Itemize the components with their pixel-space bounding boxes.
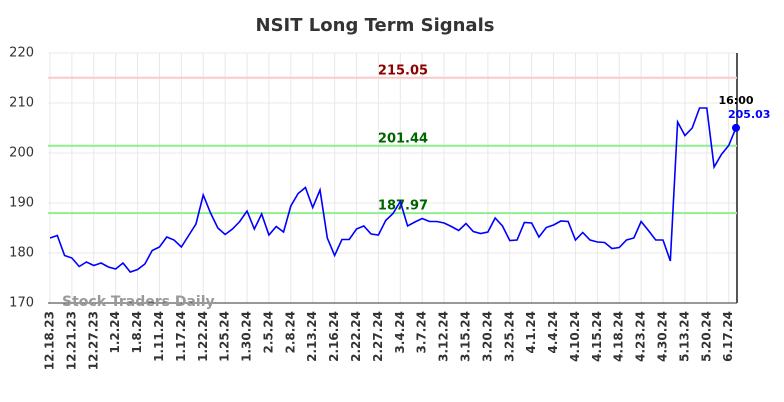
x-tick-label: 5.13.24	[677, 311, 691, 362]
x-tick-label: 4.23.24	[634, 311, 648, 362]
last-time: 16:00	[718, 94, 753, 107]
x-tick-label: 1.2.24	[108, 311, 122, 354]
x-tick-label: 2.5.24	[261, 311, 275, 354]
x-tick-label: 6.17.24	[721, 311, 735, 362]
y-tick-label: 170	[9, 296, 34, 311]
signal-label: 215.05	[378, 63, 428, 78]
x-tick-label: 2.16.24	[327, 311, 341, 362]
last-value: 205.03	[728, 108, 770, 121]
x-tick-label: 1.25.24	[218, 311, 232, 362]
x-tick-label: 1.8.24	[130, 311, 144, 354]
y-tick-label: 220	[9, 46, 34, 61]
x-tick-label: 2.13.24	[305, 311, 319, 362]
x-tick-label: 3.12.24	[437, 311, 451, 362]
x-tick-label: 1.11.24	[152, 311, 166, 362]
x-tick-label: 4.18.24	[612, 311, 626, 362]
last-point	[732, 123, 740, 132]
watermark: Stock Traders Daily	[62, 294, 215, 310]
x-tick-label: 2.8.24	[283, 311, 297, 354]
x-tick-label: 12.18.23	[43, 311, 57, 370]
y-tick-label: 180	[9, 246, 34, 261]
x-tick-label: 4.30.24	[656, 311, 670, 362]
x-tick-label: 2.22.24	[349, 311, 363, 362]
signal-label: 187.97	[378, 199, 428, 214]
x-tick-label: 5.20.24	[699, 311, 713, 362]
y-tick-label: 200	[9, 146, 34, 161]
x-tick-label: 3.20.24	[480, 311, 494, 362]
y-tick-label: 210	[9, 96, 34, 111]
price-line	[49, 107, 737, 273]
x-tick-label: 3.7.24	[415, 311, 429, 354]
x-tick-label: 4.1.24	[524, 311, 538, 354]
x-tick-label: 1.30.24	[240, 311, 254, 362]
chart-title: NSIT Long Term Signals	[256, 15, 495, 36]
x-tick-label: 3.25.24	[502, 311, 516, 362]
x-tick-label: 1.17.24	[174, 311, 188, 362]
x-tick-label: 4.4.24	[546, 311, 560, 354]
x-tick-label: 3.4.24	[393, 311, 407, 354]
x-tick-label: 3.15.24	[458, 311, 472, 362]
x-tick-label: 2.27.24	[371, 311, 385, 362]
x-tick-label: 4.15.24	[590, 311, 604, 362]
x-tick-label: 12.21.23	[64, 311, 78, 370]
x-tick-label: 4.10.24	[568, 311, 582, 362]
x-tick-label: 12.27.23	[86, 311, 100, 370]
signal-label: 201.44	[378, 131, 428, 146]
y-tick-label: 190	[9, 196, 34, 211]
x-tick-label: 1.22.24	[196, 311, 210, 362]
